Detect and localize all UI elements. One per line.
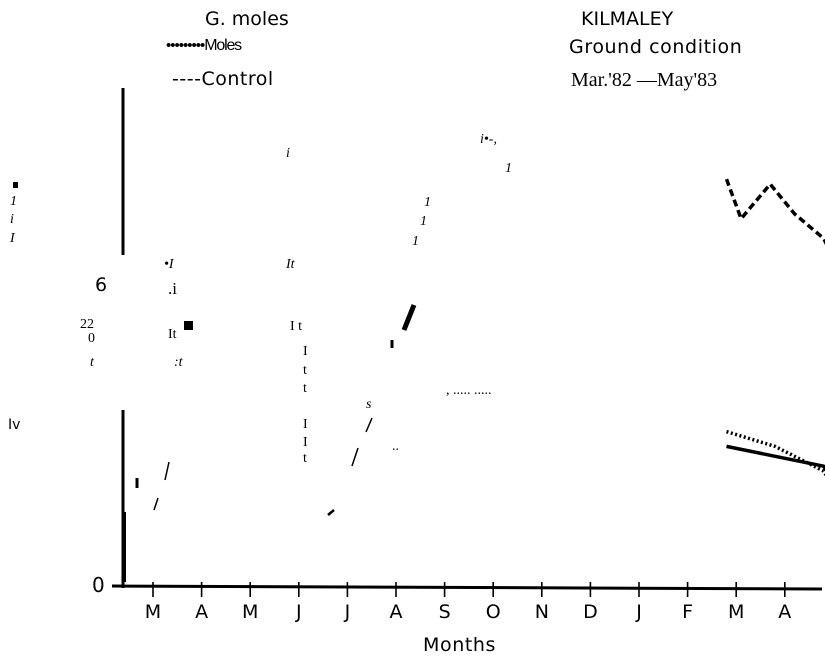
scan-artifact: I t — [290, 319, 303, 334]
x-tick-label: A — [390, 601, 403, 623]
scan-artifact-stroke — [327, 509, 335, 516]
scan-artifact: 0 — [88, 331, 95, 346]
scan-artifact: I — [303, 435, 308, 450]
scan-artifact: i — [286, 146, 290, 161]
chart-series — [724, 178, 825, 477]
series-line-dashed — [724, 178, 825, 246]
scan-artifact: It — [286, 257, 295, 272]
x-tick-label: A — [778, 601, 791, 623]
scan-artifact: I — [303, 417, 308, 432]
y-tick-label-0: 0 — [92, 573, 105, 597]
legend-entry-moles: •••••••••Moles — [166, 37, 242, 54]
series-line-dotted — [725, 429, 825, 477]
x-tick-label: F — [682, 601, 693, 623]
scan-artifact-stroke — [365, 417, 373, 433]
scan-artifact-stroke — [164, 461, 170, 481]
x-tick-label: J — [344, 601, 351, 623]
site-label: KILMALEY — [581, 8, 674, 30]
y-tick-label-6: 6 — [95, 274, 108, 296]
x-tick-label: M — [145, 601, 161, 623]
scan-artifact: .i — [168, 279, 177, 298]
scan-artifact-stroke — [351, 447, 359, 467]
period-label: Mar.'82 —May'83 — [571, 69, 718, 91]
x-tick-label: M — [242, 601, 258, 623]
legend-marker-dotted: ••••••••• — [166, 37, 205, 54]
x-tick-label: D — [583, 601, 598, 623]
scan-artifact: t — [303, 451, 307, 466]
scan-artifact: :t — [174, 355, 183, 370]
condition-label: Ground condition — [569, 36, 743, 58]
x-tick-label: N — [535, 601, 549, 623]
scan-artifact: •I — [164, 257, 174, 272]
scan-artifact: I — [303, 344, 308, 359]
x-axis-label: Months — [423, 634, 497, 656]
x-tick-label: J — [295, 601, 302, 623]
scan-artifact: 1 — [412, 234, 419, 249]
scan-artifact: i•-, — [480, 132, 497, 147]
scan-artifact: t — [303, 381, 307, 396]
legend-title: G. moles — [205, 8, 289, 30]
chart-ticks — [152, 582, 786, 597]
scan-artifact: t — [303, 363, 307, 378]
series-line-solid — [726, 444, 825, 472]
x-tick-label: J — [635, 601, 642, 623]
scan-artifact: 1 — [420, 214, 427, 229]
scan-artifact: 1 — [505, 161, 512, 176]
scan-artifact-stroke — [153, 497, 159, 511]
x-tick-label: O — [486, 601, 501, 623]
legend-label-moles: Moles — [204, 37, 242, 54]
scan-artifact: It — [168, 327, 177, 342]
x-axis — [111, 584, 823, 591]
scan-artifact: Iv — [8, 417, 21, 433]
legend-entry-control: ----Control — [172, 70, 274, 89]
x-tick-label: A — [195, 601, 208, 623]
scan-artifact: 1 — [424, 195, 431, 210]
scan-artifact: i — [10, 212, 14, 227]
scan-artifact: I — [10, 231, 15, 246]
legend-label-control: Control — [201, 68, 274, 90]
scan-artifact: s — [366, 397, 372, 412]
scan-artifact: t — [90, 355, 94, 370]
scan-artifact: 22 — [80, 317, 94, 332]
x-tick-label: M — [728, 601, 744, 623]
chart-x-tick-labels: MAMJJASONDJFMAMJ — [145, 601, 792, 623]
chart-axes — [13, 88, 823, 591]
legend-marker-dashed: ---- — [172, 68, 202, 90]
scan-artifact-square — [184, 321, 193, 330]
scan-artifact: 1 — [10, 194, 17, 209]
x-tick-label: S — [439, 601, 451, 623]
scan-artifact: , ..... ..... — [446, 383, 492, 398]
scan-artifact-stroke — [401, 304, 417, 331]
scan-artifact: .. — [392, 439, 399, 454]
